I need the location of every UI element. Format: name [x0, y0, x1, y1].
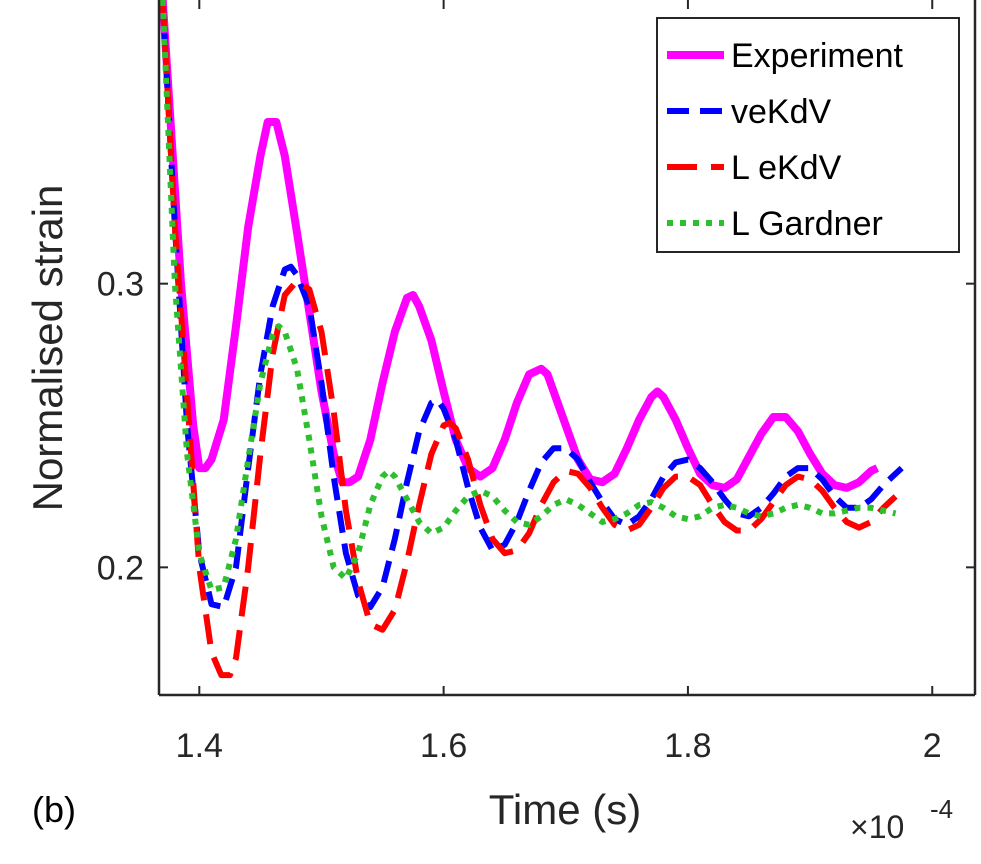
- x-tick-label-2: 1.8: [664, 727, 711, 765]
- axis-ticks: [159, 0, 975, 695]
- legend-label-l-gardner: L Gardner: [731, 205, 883, 243]
- axes-frame: [157, 0, 977, 697]
- y-axis-label: Normalised strain: [24, 185, 71, 512]
- series-line-vekdv: [159, 0, 904, 611]
- panel-label: (b): [32, 789, 76, 830]
- series-line-l-gardner: [159, 0, 897, 593]
- y-tick-label-0: 0.2: [97, 549, 144, 587]
- legend-label-experiment: Experiment: [731, 37, 904, 75]
- legend: Experiment veKdV L eKdV L Gardner: [656, 17, 960, 253]
- series-line-experiment: [159, 0, 879, 492]
- y-tick-label-1: 0.3: [97, 266, 144, 304]
- legend-label-vekdv: veKdV: [731, 93, 831, 131]
- x-multiplier-base: ×10: [850, 809, 904, 845]
- legend-label-l-ekdv: L eKdV: [731, 149, 842, 187]
- series-layer: [159, 0, 904, 679]
- x-multiplier-exponent: -4: [930, 794, 953, 824]
- series-line-l-ekdv: [159, 0, 898, 679]
- x-axis-label: Time (s): [489, 786, 641, 833]
- x-tick-label-1: 1.6: [420, 727, 467, 765]
- x-multiplier: ×10 -4: [850, 794, 953, 845]
- x-tick-label-0: 1.4: [176, 727, 223, 765]
- tick-labels: 1.4 1.6 1.8 2 0.2 0.3: [97, 266, 942, 765]
- x-tick-label-3: 2: [923, 727, 942, 765]
